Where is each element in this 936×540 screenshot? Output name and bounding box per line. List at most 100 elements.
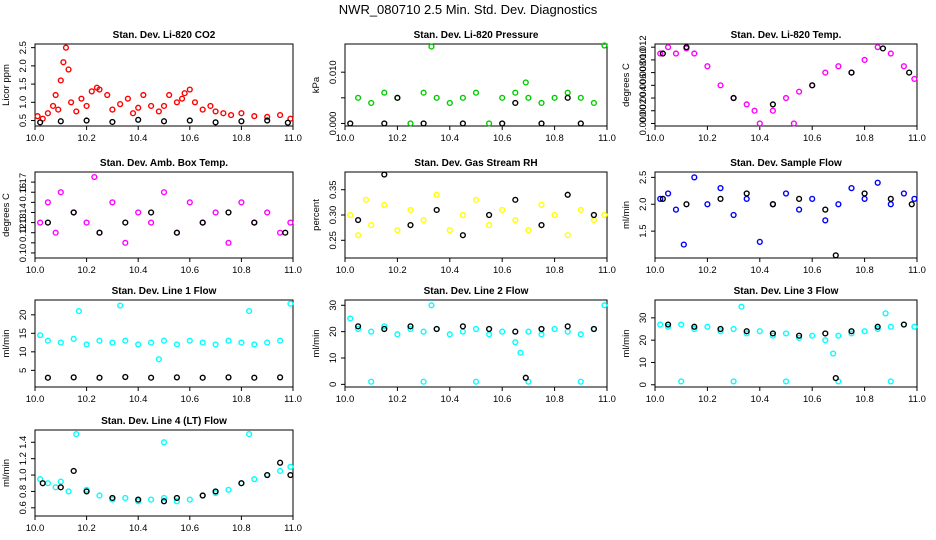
y-tick-label: 0 (328, 382, 339, 387)
data-point (832, 374, 839, 382)
y-tick-label: 20 (18, 310, 29, 321)
plot-frame (34, 429, 294, 517)
data-point (887, 50, 894, 57)
y-axis-label: degrees C (621, 63, 632, 107)
data-point (795, 195, 803, 202)
x-tick-label: 11.0 (908, 133, 926, 144)
data-point (861, 328, 868, 335)
data-point (835, 332, 842, 339)
data-point (486, 222, 493, 229)
x-tick-label: 10.6 (181, 133, 200, 144)
y-tick-label: 1.0 (18, 96, 29, 109)
data-point (691, 174, 698, 181)
data-point (672, 206, 680, 213)
y-tick-label: 1.2 (18, 452, 29, 465)
data-point (835, 201, 842, 208)
x-tick-label: 10.0 (646, 265, 665, 276)
y-tick-label: 0.30 (328, 206, 339, 225)
data-point (394, 94, 401, 101)
data-point (135, 116, 142, 123)
data-point (499, 120, 506, 127)
data-point (75, 308, 82, 315)
x-tick-label: 10.0 (336, 265, 355, 276)
x-tick-label: 10.4 (129, 265, 148, 276)
data-point (861, 56, 868, 63)
x-tick-label: 10.0 (646, 133, 665, 144)
data-point (178, 95, 186, 102)
data-point (769, 107, 777, 114)
data-point (44, 480, 52, 487)
data-point (70, 209, 77, 216)
data-point (246, 430, 253, 438)
data-point (394, 331, 401, 338)
y-tick-label: 10 (638, 357, 649, 368)
y-tick-label: 20 (328, 326, 339, 337)
data-point (900, 321, 908, 328)
data-point (122, 239, 129, 246)
panel-title: Stan. Dev. Sample Flow (730, 158, 842, 169)
data-point (246, 308, 253, 315)
data-point (900, 63, 908, 70)
data-point (277, 229, 284, 236)
data-point (428, 43, 435, 50)
data-point (225, 486, 232, 493)
data-point (420, 216, 427, 224)
y-axis-label: ml/min (621, 330, 632, 358)
data-point (717, 195, 724, 202)
data-point (135, 341, 142, 348)
data-point (355, 232, 362, 239)
data-point (882, 310, 889, 317)
data-point (227, 111, 235, 119)
x-tick-label: 10.6 (493, 133, 512, 144)
data-point (122, 494, 129, 502)
y-tick-label: 5 (18, 368, 29, 373)
data-point (117, 302, 124, 309)
plot-frame (344, 43, 608, 127)
data-point (459, 94, 467, 101)
data-point (160, 118, 168, 125)
data-point (564, 94, 571, 101)
x-tick-label: 10.2 (698, 133, 717, 144)
panel-9: Stan. Dev. Line 3 Flow ml/min 10.0 10.2 10.4… (621, 286, 926, 405)
data-point (55, 106, 62, 113)
data-point (472, 325, 480, 333)
data-point (355, 325, 362, 333)
data-point (743, 330, 750, 337)
x-tick-label: 10.6 (803, 133, 822, 144)
data-point (70, 467, 77, 475)
y-tick-label: 1.5 (638, 225, 649, 238)
plot-frame (344, 171, 608, 259)
data-point (148, 209, 155, 216)
data-point (756, 238, 763, 245)
data-point (782, 378, 790, 385)
data-point (264, 339, 271, 346)
data-point (911, 195, 918, 202)
data-point (717, 185, 724, 192)
data-point (347, 315, 354, 322)
data-point (39, 480, 46, 487)
data-point (782, 330, 790, 337)
data-point (848, 330, 855, 337)
y-tick-label: 15 (18, 328, 29, 339)
y-tick-label: 1.5 (18, 77, 29, 90)
data-point (207, 102, 214, 110)
data-point (368, 378, 375, 385)
x-tick-label: 11.0 (284, 523, 302, 534)
data-point (564, 323, 571, 330)
data-point (238, 199, 245, 206)
data-point (212, 209, 219, 216)
y-tick-label: 10 (328, 353, 339, 364)
x-tick-label: 10.8 (232, 523, 251, 534)
data-point (140, 91, 147, 99)
data-point (277, 374, 284, 381)
data-point (769, 101, 777, 108)
data-point (60, 59, 67, 66)
data-point (49, 102, 57, 110)
data-point (887, 323, 894, 330)
data-point (486, 331, 493, 338)
data-point (251, 341, 258, 348)
panel-10: Stan. Dev. Line 4 (LT) Flow ml/min 10.0 10.… (1, 416, 302, 534)
data-point (155, 356, 162, 363)
data-point (186, 496, 193, 503)
